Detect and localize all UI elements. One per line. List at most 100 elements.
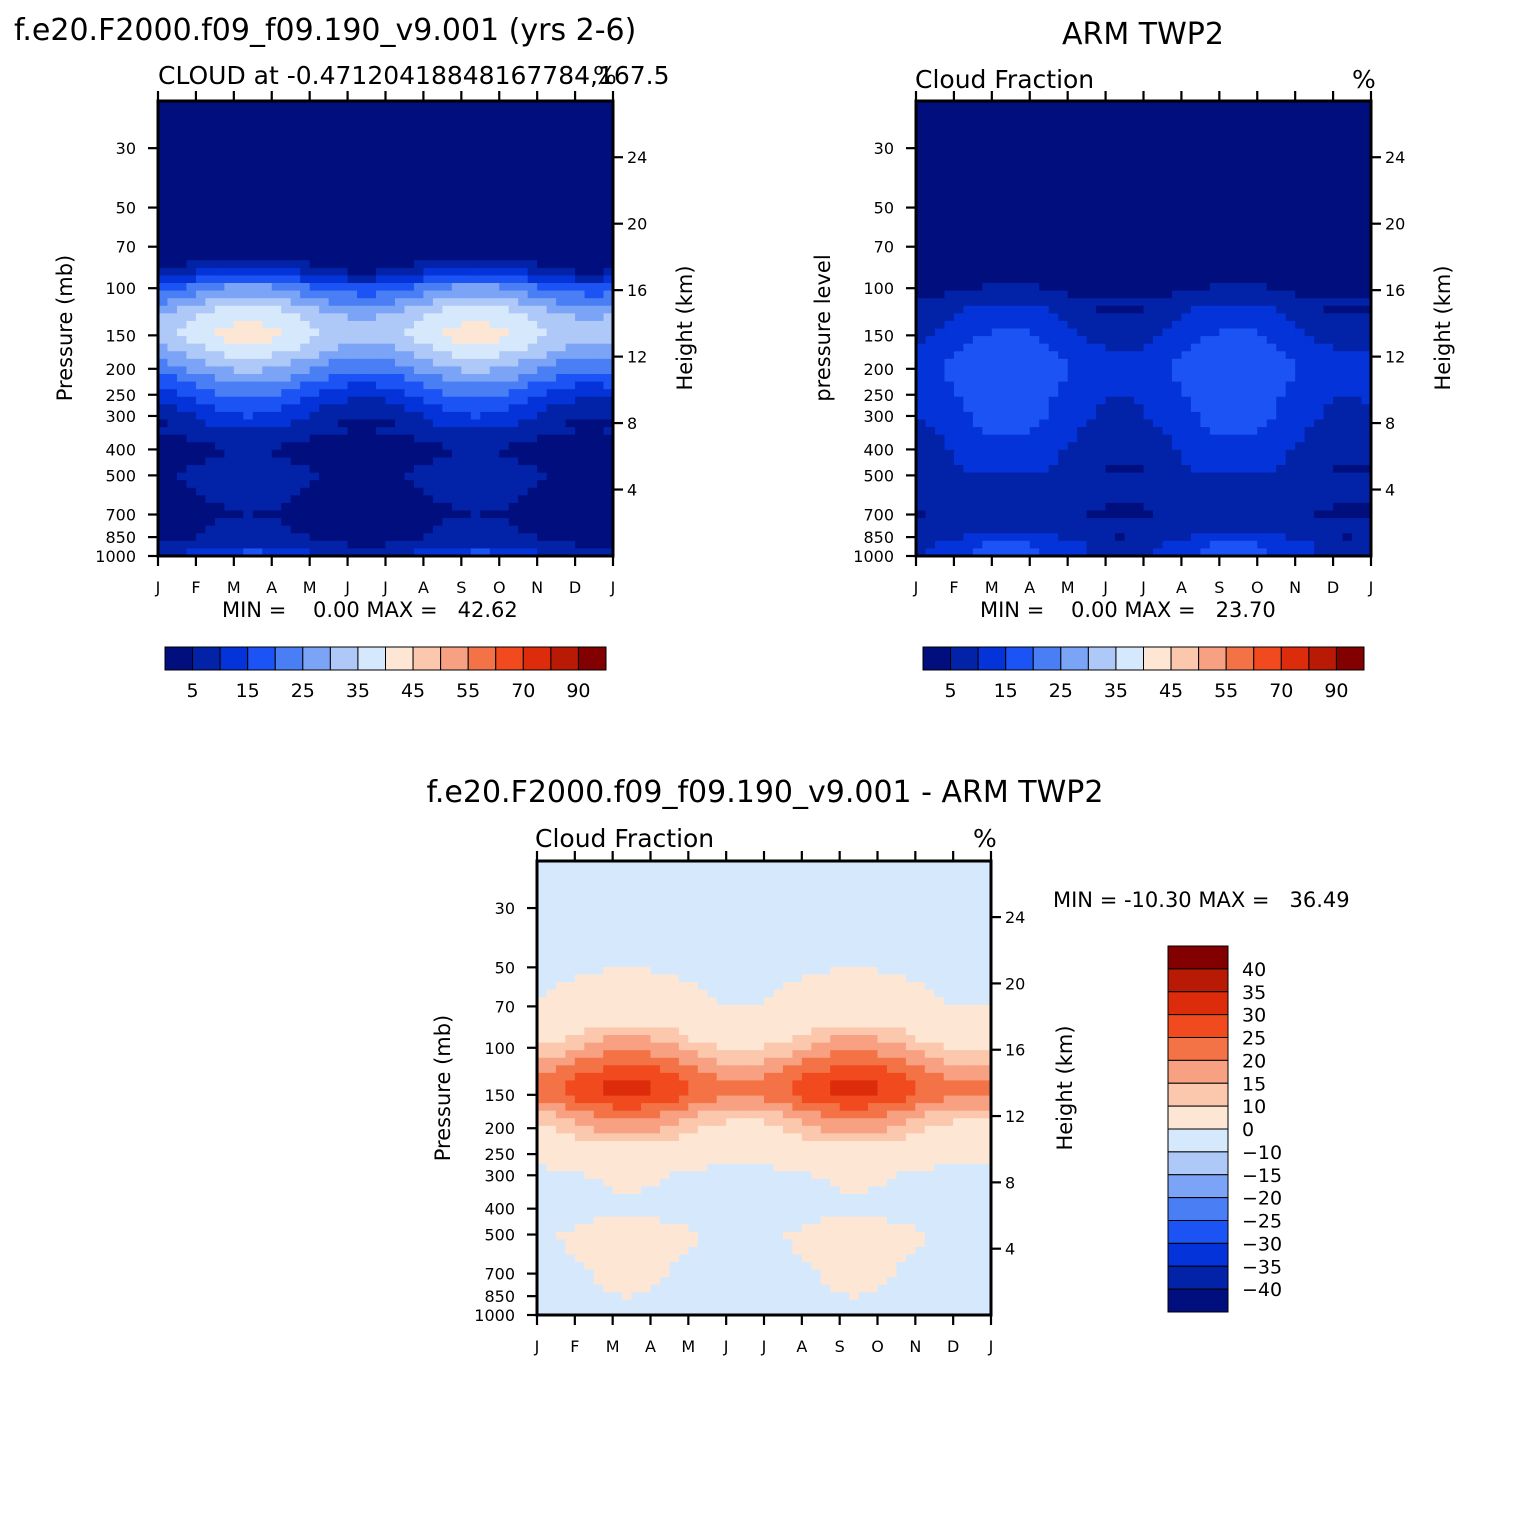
contour-cell bbox=[319, 548, 330, 557]
contour-cell bbox=[508, 389, 519, 398]
contour-cell bbox=[338, 237, 349, 246]
contour-cell bbox=[603, 510, 614, 519]
contour-cell bbox=[1048, 290, 1059, 299]
contour-cell bbox=[404, 161, 415, 170]
contour-cell bbox=[470, 192, 481, 201]
contour-cell bbox=[347, 131, 358, 140]
contour-cell bbox=[537, 525, 548, 534]
contour-cell bbox=[565, 192, 576, 201]
contour-cell bbox=[584, 411, 595, 421]
contour-cell bbox=[214, 123, 225, 132]
contour-cell bbox=[1067, 313, 1078, 322]
contour-cell bbox=[934, 138, 946, 148]
contour-cell bbox=[300, 525, 311, 534]
contour-cell bbox=[1115, 343, 1126, 352]
contour-cell bbox=[963, 222, 974, 231]
contour-cell bbox=[1323, 366, 1334, 375]
contour-cell bbox=[290, 214, 301, 223]
contour-cell bbox=[963, 154, 974, 163]
contour-cell bbox=[1314, 161, 1325, 170]
contour-cell bbox=[158, 184, 169, 193]
contour-cell bbox=[290, 457, 301, 466]
contour-cell bbox=[205, 222, 216, 231]
contour-cell bbox=[1219, 343, 1230, 352]
contour-cell bbox=[944, 381, 955, 390]
contour-cell bbox=[1001, 123, 1012, 132]
contour-cell bbox=[1266, 260, 1277, 269]
contour-cell bbox=[594, 260, 605, 269]
contour-cell bbox=[271, 184, 282, 193]
contour-cell bbox=[480, 472, 491, 481]
contour-cell bbox=[319, 199, 330, 208]
contour-cell bbox=[461, 275, 472, 284]
contour-cell bbox=[271, 108, 282, 117]
contour-cell bbox=[394, 229, 406, 239]
contour-cell bbox=[1162, 161, 1173, 170]
contour-cell bbox=[1143, 101, 1154, 110]
contour-cell bbox=[470, 116, 481, 125]
contour-cell bbox=[527, 237, 538, 246]
contour-cell bbox=[1247, 184, 1258, 193]
contour-cell bbox=[1134, 101, 1145, 110]
contour-cell bbox=[186, 510, 197, 519]
contour-cell bbox=[1124, 252, 1135, 261]
contour-cell bbox=[252, 336, 263, 345]
contour-cell bbox=[1039, 252, 1050, 261]
contour-cell bbox=[537, 533, 548, 542]
contour-cell bbox=[934, 154, 946, 163]
contour-cell bbox=[584, 154, 595, 163]
contour-cell bbox=[233, 214, 244, 223]
contour-cell bbox=[944, 305, 955, 314]
contour-cell bbox=[1342, 176, 1353, 186]
contour-cell bbox=[982, 222, 993, 231]
contour-cell bbox=[1086, 229, 1097, 239]
contour-cell bbox=[413, 434, 425, 443]
contour-cell bbox=[1039, 298, 1050, 307]
contour-cell bbox=[271, 396, 282, 405]
contour-cell bbox=[300, 465, 311, 474]
contour-cell bbox=[404, 116, 415, 125]
contour-cell bbox=[205, 275, 216, 284]
contour-cell bbox=[376, 502, 387, 512]
contour-cell bbox=[925, 169, 936, 178]
contour-cell bbox=[347, 260, 358, 269]
contour-cell bbox=[1152, 222, 1164, 231]
contour-cell bbox=[1219, 313, 1230, 322]
contour-cell bbox=[1295, 169, 1306, 178]
contour-cell bbox=[1143, 222, 1154, 231]
contour-cell bbox=[376, 510, 387, 519]
contour-cell bbox=[1238, 381, 1249, 390]
contour-cell bbox=[1342, 298, 1353, 307]
contour-cell bbox=[1096, 101, 1107, 110]
contour-cell bbox=[366, 123, 377, 132]
contour-cell bbox=[442, 343, 453, 352]
contour-cell bbox=[1361, 252, 1372, 261]
contour-cell bbox=[584, 245, 595, 254]
contour-cell bbox=[347, 123, 358, 132]
contour-cell bbox=[603, 442, 614, 451]
contour-cell bbox=[963, 343, 974, 352]
contour-cell bbox=[537, 510, 548, 519]
contour-cell bbox=[243, 404, 254, 413]
contour-cell bbox=[205, 518, 216, 527]
contour-cell bbox=[1238, 116, 1249, 125]
contour-cell bbox=[1105, 313, 1116, 322]
contour-cell bbox=[982, 176, 993, 186]
contour-cell bbox=[1162, 320, 1173, 330]
contour-cell bbox=[1162, 252, 1173, 261]
contour-cell bbox=[1124, 275, 1135, 284]
contour-cell bbox=[243, 465, 254, 474]
contour-cell bbox=[1134, 116, 1145, 125]
contour-cell bbox=[972, 290, 983, 299]
contour-cell bbox=[366, 320, 377, 330]
contour-cell bbox=[347, 101, 358, 110]
contour-cell bbox=[1162, 374, 1173, 383]
contour-cell bbox=[1029, 305, 1040, 314]
contour-cell bbox=[508, 184, 519, 193]
contour-cell bbox=[1001, 229, 1012, 239]
contour-cell bbox=[357, 518, 368, 527]
contour-cell bbox=[1048, 374, 1059, 383]
contour-cell bbox=[167, 131, 178, 140]
contour-cell bbox=[262, 389, 273, 398]
contour-cell bbox=[537, 214, 548, 223]
